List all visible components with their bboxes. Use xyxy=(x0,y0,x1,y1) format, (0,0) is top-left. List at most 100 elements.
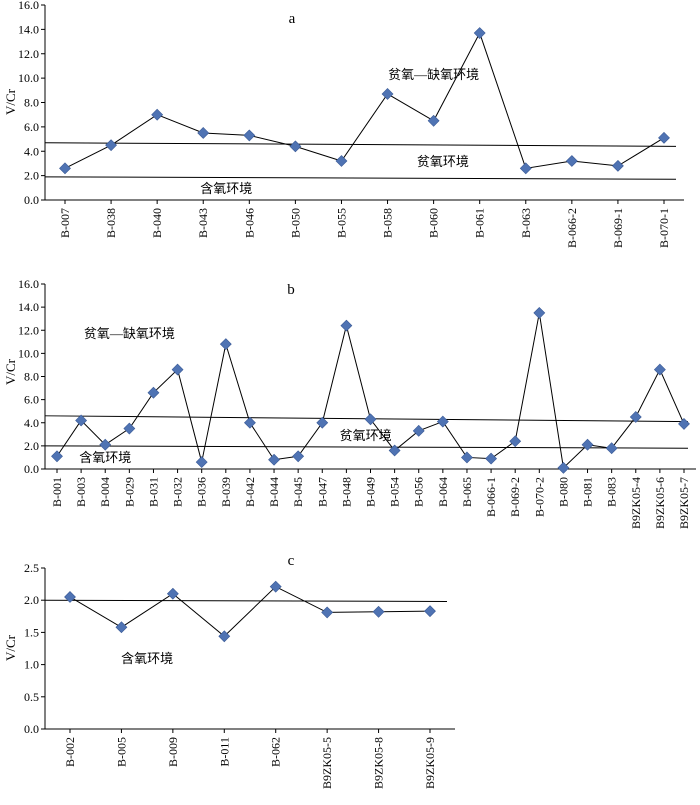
y-tick-label: 16.0 xyxy=(18,277,39,291)
zone-annotation: 贫氧—缺氧环境 xyxy=(388,67,479,82)
x-tick-label: B-081 xyxy=(581,477,595,507)
data-point xyxy=(412,424,425,437)
zone-annotation: 贫氧环境 xyxy=(417,154,469,169)
data-point xyxy=(611,159,624,172)
data-point xyxy=(219,338,232,351)
x-tick-label: B-048 xyxy=(339,477,353,507)
reference-line-threshold xyxy=(44,599,448,602)
series-line xyxy=(69,586,431,637)
y-tick-label: 2.0 xyxy=(24,593,39,607)
data-point xyxy=(243,129,256,142)
x-tick-label: B-069-2 xyxy=(508,477,522,517)
x-tick-label: B-060 xyxy=(427,208,441,238)
y-tick-label: 2.0 xyxy=(24,439,39,453)
data-point xyxy=(51,450,63,463)
x-tick-label: B-039 xyxy=(219,477,233,507)
x-tick-label: B-066-1 xyxy=(484,477,498,517)
x-tick-label: B-042 xyxy=(243,477,257,507)
reference-line-lower xyxy=(44,445,689,449)
x-tick-label: B-065 xyxy=(460,477,474,507)
y-tick-label: 1.5 xyxy=(24,625,39,639)
y-tick-label: 0.5 xyxy=(24,690,39,704)
x-tick-label: B-007 xyxy=(58,208,72,238)
x-tick-label: B-056 xyxy=(412,477,426,507)
data-point xyxy=(372,605,385,618)
x-tick-label: B-055 xyxy=(334,208,348,238)
data-point xyxy=(605,442,618,455)
x-tick-label: B-011 xyxy=(217,737,231,767)
data-point xyxy=(268,453,280,466)
y-tick-label: 10.0 xyxy=(18,71,39,85)
x-tick-label: B-004 xyxy=(98,477,112,507)
data-point xyxy=(105,139,118,152)
data-point xyxy=(99,438,112,451)
x-tick-label: B-001 xyxy=(50,477,64,507)
data-point xyxy=(64,591,76,603)
x-tick-label: B-002 xyxy=(63,737,77,767)
x-tick-label: B-070-1 xyxy=(657,208,671,248)
data-point xyxy=(289,140,302,153)
y-tick-label: 0.0 xyxy=(24,462,39,476)
y-tick-label: 0.0 xyxy=(24,193,39,207)
data-point xyxy=(381,88,394,100)
x-tick-label: B-031 xyxy=(146,477,160,507)
y-axis-label: V/Cr xyxy=(3,634,18,661)
x-tick-label: B-009 xyxy=(166,737,180,767)
x-tick-label: B-049 xyxy=(364,477,378,507)
x-tick-label: B-054 xyxy=(388,477,402,507)
data-point xyxy=(166,587,179,600)
zone-annotation: 贫氧环境 xyxy=(340,428,392,443)
x-tick-label: B-061 xyxy=(473,208,487,238)
data-point xyxy=(151,108,164,121)
y-tick-label: 1.0 xyxy=(24,658,39,672)
data-point xyxy=(316,416,329,429)
data-point xyxy=(485,452,498,465)
y-tick-label: 12.0 xyxy=(18,323,39,337)
x-tick-label: B-050 xyxy=(288,208,302,238)
x-tick-label: B-064 xyxy=(436,477,450,507)
data-point xyxy=(321,606,334,619)
x-tick-label: B9ZK05-6 xyxy=(653,477,667,529)
zone-annotation: 含氧环境 xyxy=(79,450,131,465)
series-line xyxy=(64,31,665,169)
data-point xyxy=(197,127,210,139)
data-point xyxy=(533,306,546,319)
y-tick-label: 4.0 xyxy=(24,416,39,430)
y-tick-label: 4.0 xyxy=(24,144,39,158)
data-point xyxy=(335,155,348,167)
zone-annotation: 含氧环境 xyxy=(121,651,173,666)
data-point xyxy=(171,363,184,376)
x-tick-label: B-046 xyxy=(242,208,256,238)
zone-annotation: 含氧环境 xyxy=(200,181,252,196)
y-tick-label: 14.0 xyxy=(18,300,39,314)
x-tick-label: B-029 xyxy=(122,477,136,507)
y-axis-label: V/Cr xyxy=(3,358,18,385)
data-point xyxy=(473,27,486,39)
data-point xyxy=(629,411,642,423)
x-tick-label: B9ZK05-5 xyxy=(320,737,334,789)
x-tick-label: B9ZK05-7 xyxy=(677,477,691,529)
y-tick-label: 6.0 xyxy=(24,120,39,134)
x-tick-label: B9ZK05-4 xyxy=(629,477,643,529)
x-tick-label: B-047 xyxy=(315,477,329,507)
y-axis-label: V/Cr xyxy=(3,88,18,115)
data-point xyxy=(340,319,353,332)
x-tick-label: B-045 xyxy=(291,477,305,507)
data-point xyxy=(658,131,670,144)
data-point xyxy=(147,386,160,399)
data-point xyxy=(509,435,522,448)
x-tick-label: B-040 xyxy=(150,208,164,238)
x-tick-label: B-063 xyxy=(519,208,533,238)
panel-title: b xyxy=(287,282,295,298)
data-point xyxy=(581,438,594,451)
x-tick-label: B-058 xyxy=(381,208,395,238)
x-tick-label: B-043 xyxy=(196,208,210,238)
x-tick-label: B-080 xyxy=(556,477,570,507)
panel-title: a xyxy=(289,11,296,27)
data-point xyxy=(364,413,377,426)
data-point xyxy=(565,155,578,167)
data-point xyxy=(653,363,666,376)
y-tick-label: 0.0 xyxy=(24,722,39,736)
x-tick-label: B-083 xyxy=(605,477,619,507)
